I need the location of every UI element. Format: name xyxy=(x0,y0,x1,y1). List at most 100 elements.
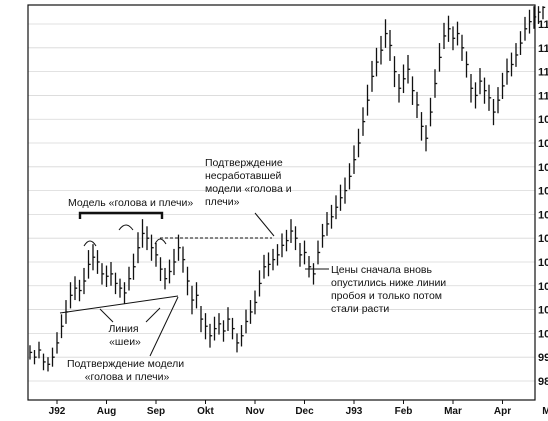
plot-frame xyxy=(27,4,536,401)
neckline-label: Линия «шеи» xyxy=(108,323,141,348)
y-tick-label: 105 xyxy=(538,209,548,221)
price-bar xyxy=(105,265,109,287)
price-bar xyxy=(191,285,195,315)
price-bar xyxy=(537,6,541,25)
x-tick-label: Dec xyxy=(295,406,314,417)
price-bar xyxy=(362,107,366,136)
x-tick-label: Apr xyxy=(494,406,511,417)
price-bar xyxy=(299,242,303,267)
price-bar xyxy=(204,313,208,340)
price-bar xyxy=(479,68,483,95)
price-bar xyxy=(155,242,159,267)
right-shoulder-arc xyxy=(154,238,167,245)
price-bar xyxy=(402,64,406,94)
price-bar xyxy=(330,204,334,229)
hs-model-label: Модель «голова и плечи» xyxy=(68,197,193,209)
price-bar xyxy=(285,229,289,252)
price-bar xyxy=(501,72,505,99)
failed-confirm-label: Подтверждение несработавшей модели «голо… xyxy=(205,157,295,208)
price-bar xyxy=(42,353,46,371)
price-bar xyxy=(506,58,510,85)
price-bar xyxy=(515,43,519,67)
price-bar xyxy=(38,341,42,359)
price-bar xyxy=(177,234,181,261)
price-bar xyxy=(195,282,199,309)
price-bar xyxy=(258,270,262,297)
price-bar xyxy=(209,323,213,348)
price-bar xyxy=(456,21,460,46)
y-tick-label: 106 xyxy=(538,186,548,198)
price-bar xyxy=(56,332,60,354)
price-bar xyxy=(110,261,114,286)
price-bar xyxy=(407,54,411,84)
price-bar xyxy=(411,76,415,105)
price-bar xyxy=(137,232,141,264)
price-bar xyxy=(227,307,231,331)
price-bar xyxy=(380,35,384,65)
x-tick-label: Sep xyxy=(147,406,165,417)
price-bar xyxy=(249,300,253,324)
price-bar xyxy=(218,313,222,335)
price-bar xyxy=(83,267,87,295)
neckline-pointer xyxy=(99,308,114,323)
neckline xyxy=(59,295,179,314)
price-bar xyxy=(303,240,307,265)
x-tick-label: Nov xyxy=(246,406,265,417)
price-bar xyxy=(96,250,100,274)
x-tick-label: Okt xyxy=(197,406,214,417)
price-bar xyxy=(461,34,465,61)
price-bar xyxy=(384,19,388,48)
price-bar xyxy=(245,309,249,334)
price-bar xyxy=(528,9,532,34)
annotation-shapes xyxy=(59,211,329,357)
price-bar xyxy=(146,226,150,251)
price-bar xyxy=(357,128,361,158)
y-tick-label: 109 xyxy=(538,114,548,126)
price-bar xyxy=(492,98,496,126)
y-tick-label: 99 xyxy=(538,352,548,364)
price-bar xyxy=(173,248,177,276)
price-bar xyxy=(393,56,397,88)
y-tick-label: 101 xyxy=(538,305,548,317)
price-bar xyxy=(60,314,64,339)
price-bar xyxy=(114,272,118,295)
price-bar xyxy=(263,254,267,279)
price-bar xyxy=(389,29,393,61)
price-bar xyxy=(398,74,402,103)
hs-bracket xyxy=(78,211,164,219)
price-bar xyxy=(420,112,424,141)
y-axis: 98 99 100 101 102 103 104 105 106 107 108 109 110 111… xyxy=(538,19,548,388)
price-bar xyxy=(236,333,240,353)
price-bar xyxy=(254,290,258,315)
x-tick-label: Mar xyxy=(444,406,462,417)
head-arc xyxy=(118,224,134,231)
price-bar xyxy=(524,16,528,41)
price-bar xyxy=(101,263,105,285)
price-bar xyxy=(416,91,420,119)
price-bar xyxy=(470,74,474,103)
price-bar xyxy=(74,276,78,301)
price-bar xyxy=(344,177,348,204)
price-bar xyxy=(222,320,226,342)
price-bar xyxy=(497,87,501,114)
price-bar xyxy=(510,52,514,77)
price-bar xyxy=(200,306,204,333)
price-bar xyxy=(339,184,343,211)
failed-confirm-pointer xyxy=(254,212,275,237)
x-tick-label: J93 xyxy=(346,406,363,417)
price-bar xyxy=(119,278,123,298)
hs-confirm-pointer xyxy=(149,296,179,357)
x-tick-label: Feb xyxy=(395,406,413,417)
price-bar xyxy=(159,257,163,282)
price-bar xyxy=(213,316,217,341)
price-bar xyxy=(326,212,330,236)
price-bar xyxy=(240,325,244,347)
price-bar xyxy=(483,77,487,104)
price-bar xyxy=(186,266,190,296)
annotation-texts: Модель «голова и плечи» Линия «шеи» Подт… xyxy=(67,157,446,383)
price-bar xyxy=(141,219,145,248)
hs-confirm-label: Подтверждение модели «голова и плечи» xyxy=(67,358,187,383)
price-bar xyxy=(366,84,370,116)
price-bar xyxy=(447,15,451,42)
